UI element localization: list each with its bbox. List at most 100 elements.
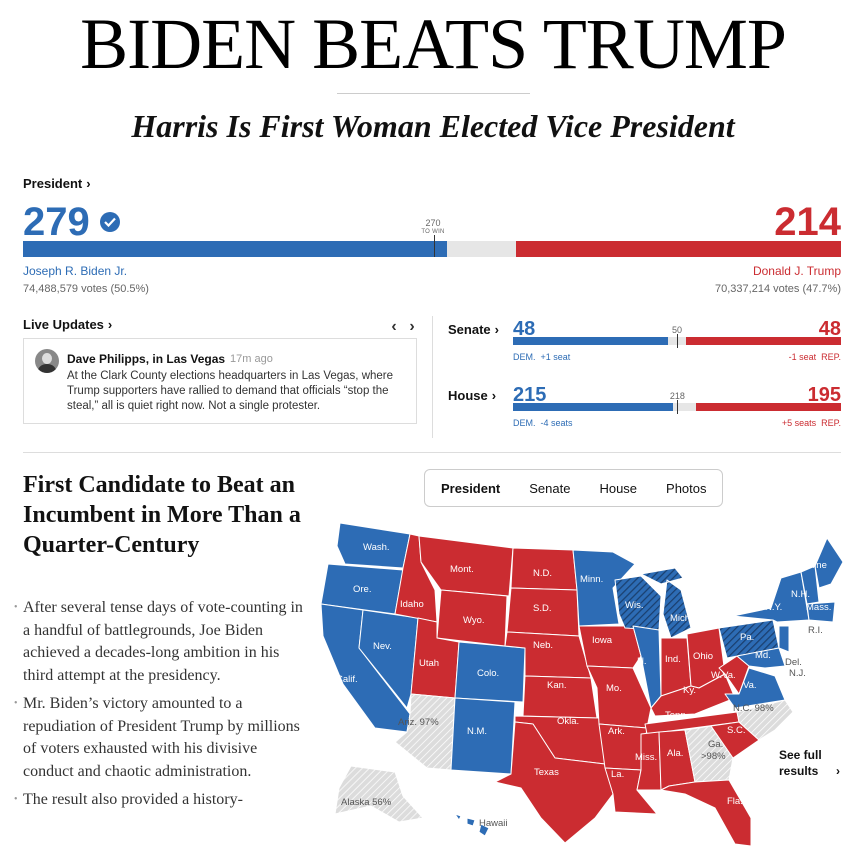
tab-president[interactable]: President [441, 480, 501, 496]
check-circle-icon [100, 212, 120, 232]
map-label-wva: W.Va. [711, 670, 736, 681]
senate-label: Senate [448, 322, 491, 337]
divider [337, 93, 530, 94]
map-label-ariz: Ariz. 97% [398, 717, 439, 728]
senate-link[interactable]: Senate › [448, 322, 499, 337]
house-dem-seats: 215 [513, 384, 547, 406]
see-full-results-link[interactable]: See full results › [779, 747, 840, 779]
live-update-card[interactable]: Dave Philipps, in Las Vegas 17m ago At t… [23, 338, 417, 424]
house-dem-label: DEM. [513, 418, 536, 428]
map-label-colo: Colo. [477, 668, 499, 679]
map-label-wyo: Wyo. [463, 615, 485, 626]
biden-electoral-votes: 279 [23, 200, 90, 244]
house-rep-change-value: +5 seats [781, 418, 817, 428]
house-majority-value: 218 [669, 391, 685, 401]
map-label-sd: S.D. [533, 603, 551, 614]
story-title[interactable]: First Candidate to Beat an Incumbent in … [23, 472, 301, 558]
map-label-idaho: Idaho [400, 599, 424, 610]
map-label-minn: Minn. [580, 574, 603, 585]
map-label-iowa: Iowa [592, 635, 613, 646]
map-label-okla: Okla. [557, 716, 579, 727]
president-link[interactable]: President › [23, 176, 91, 191]
house-label: House [448, 388, 488, 403]
prev-arrow-icon[interactable]: ‹ [391, 318, 397, 335]
chevron-right-icon: › [836, 764, 840, 778]
story-bullets: After several tense days of vote-countin… [14, 597, 304, 818]
map-label-ind: Ind. [665, 654, 681, 665]
live-updates-label: Live Updates [23, 317, 104, 332]
senate-rep-seats: 48 [818, 318, 841, 340]
map-label-la: La. [611, 769, 624, 780]
map-label-ny: N.Y. [765, 602, 782, 613]
map-label-maine: Maine [801, 560, 827, 571]
house-majority-line [677, 400, 679, 414]
us-election-map: Wash. Ore. Calif. Nev. Idaho Mont. Wyo. … [320, 522, 844, 847]
next-arrow-icon[interactable]: › [409, 318, 415, 335]
map-label-kan: Kan. [547, 680, 567, 691]
map-label-mo: Mo. [606, 683, 622, 694]
to-win-text: TO WIN [421, 229, 445, 235]
trump-name[interactable]: Donald J. Trump [752, 264, 841, 278]
map-label-wis: Wis. [625, 600, 643, 611]
map-label-ark: Ark. [608, 726, 625, 737]
map-label-vt: Vt. [779, 568, 791, 579]
map-label-tenn: Tenn. [665, 710, 688, 721]
to-win-marker-label: 270 TO WIN [413, 219, 453, 237]
state-mississippi [636, 731, 662, 791]
senate-rep-bar [685, 337, 841, 345]
state-colorado [454, 641, 526, 703]
live-update-text: At the Clark County elections headquarte… [67, 370, 394, 412]
map-label-md: Md. [755, 650, 771, 661]
state-georgia [684, 725, 734, 783]
map-label-hawaii: Hawaii [479, 818, 508, 829]
house-dem-bar [513, 403, 674, 411]
chevron-right-icon: › [491, 388, 497, 403]
senate-rep-change-value: -1 seat [788, 352, 817, 362]
tab-photos[interactable]: Photos [666, 480, 707, 496]
president-label: President [23, 176, 83, 191]
tab-senate[interactable]: Senate [529, 480, 571, 496]
map-label-ga-pct: >98% [701, 751, 726, 762]
senate-majority-line [677, 334, 678, 348]
state-michigan [640, 567, 692, 639]
chevron-right-icon: › [107, 317, 113, 332]
map-label-mich: Mich. [670, 613, 693, 624]
state-alaska [334, 765, 424, 823]
biden-votes: 74,488,579 votes (50.5%) [23, 283, 149, 295]
senate-dem-change: DEM. +1 seat [513, 352, 570, 362]
state-new-jersey [778, 625, 790, 653]
map-label-alaska: Alaska 56% [341, 797, 392, 808]
tab-house[interactable]: House [599, 480, 638, 496]
house-dem-change: DEM. -4 seats [513, 418, 573, 428]
state-minnesota [572, 549, 636, 627]
subhead: Harris Is First Woman Elected Vice Presi… [131, 108, 735, 144]
vertical-divider [432, 316, 433, 438]
house-rep-bar [695, 403, 841, 411]
map-label-nh: N.H. [791, 589, 810, 600]
live-updates-nav: ‹ › [385, 318, 421, 336]
map-label-ri: R.I. [808, 625, 823, 636]
live-update-time: 17m ago [230, 353, 273, 365]
state-maine [814, 537, 844, 589]
map-label-fla: Fla. [727, 796, 743, 807]
map-label-ill: Ill. [637, 656, 647, 667]
house-link[interactable]: House › [448, 388, 496, 403]
map-label-ky: Ky. [683, 685, 696, 696]
trump-electoral-votes: 214 [774, 200, 841, 244]
map-label-texas: Texas [534, 767, 559, 778]
senate-results-bar [513, 334, 841, 348]
live-updates-link[interactable]: Live Updates › [23, 317, 112, 332]
state-texas [494, 721, 614, 844]
house-results-bar [513, 400, 841, 414]
map-label-del: Del. [785, 657, 802, 668]
senate-dem-label: DEM. [513, 352, 536, 362]
president-results-bar [23, 235, 841, 257]
map-label-mont: Mont. [450, 564, 474, 575]
map-label-nev: Nev. [373, 641, 392, 652]
state-vermont-nh [800, 565, 820, 605]
biden-name[interactable]: Joseph R. Biden Jr. [23, 264, 128, 278]
map-label-neb: Neb. [533, 640, 553, 651]
headline: BIDEN BEATS TRUMP [80, 4, 787, 84]
senate-dem-seats: 48 [513, 318, 536, 340]
state-maryland-delaware [736, 647, 786, 669]
